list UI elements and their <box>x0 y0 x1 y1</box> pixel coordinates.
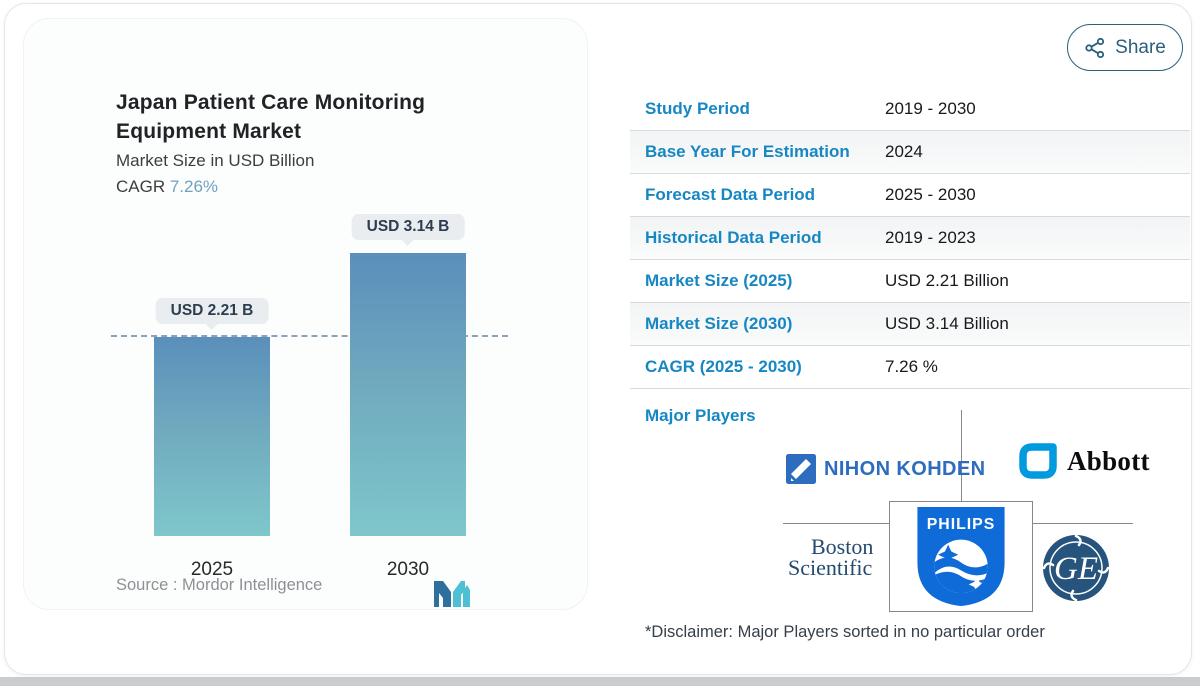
x-axis-label-2030: 2030 <box>386 559 430 580</box>
table-row-historical-period: Historical Data Period 2019 - 2023 <box>630 217 1190 260</box>
table-row-base-year: Base Year For Estimation 2024 <box>630 131 1190 174</box>
row-label: Market Size (2030) <box>645 314 793 333</box>
chart-card: Japan Patient Care Monitoring Equipment … <box>23 18 588 610</box>
chart-title-line2: Equipment Market <box>116 120 302 143</box>
row-value: 2024 <box>885 142 923 161</box>
nihon-kohden-logo: NIHON KOHDEN <box>786 454 985 484</box>
row-label: Study Period <box>645 99 750 118</box>
players-horizontal-divider-right <box>1033 523 1133 524</box>
share-button[interactable]: Share <box>1067 24 1183 71</box>
major-players-disclaimer: *Disclaimer: Major Players sorted in no … <box>645 623 1045 641</box>
share-button-label: Share <box>1115 36 1166 58</box>
philips-shield-icon: PHILIPS <box>917 506 1005 607</box>
page-bottom-strip <box>0 677 1200 686</box>
mordor-intelligence-logo-icon <box>434 581 470 607</box>
players-horizontal-divider-left <box>783 523 889 524</box>
nihon-kohden-wordmark: NIHON KOHDEN <box>824 457 986 480</box>
chart-title-line1: Japan Patient Care Monitoring <box>116 91 426 114</box>
bar-2025 <box>154 337 270 536</box>
abbott-wordmark: Abbott <box>1067 445 1150 476</box>
table-row-market-size-2025: Market Size (2025) USD 2.21 Billion <box>630 260 1190 303</box>
row-label: Historical Data Period <box>645 228 822 247</box>
table-row-cagr: CAGR (2025 - 2030) 7.26 % <box>630 346 1190 389</box>
key-facts-table: Study Period 2019 - 2030 Base Year For E… <box>630 88 1190 389</box>
row-label: Market Size (2025) <box>645 271 793 290</box>
cagr-value: 7.26% <box>169 177 219 196</box>
chart-title: Japan Patient Care Monitoring Equipment … <box>116 88 425 146</box>
report-card: Japan Patient Care Monitoring Equipment … <box>4 3 1192 675</box>
cagr-line: CAGR 7.26% <box>116 177 218 197</box>
table-row-market-size-2030: Market Size (2030) USD 3.14 Billion <box>630 303 1190 346</box>
players-vertical-divider <box>961 410 962 501</box>
row-label: CAGR (2025 - 2030) <box>645 357 802 376</box>
row-label: Base Year For Estimation <box>645 142 850 161</box>
abbott-a-mark-icon <box>1019 443 1057 479</box>
x-axis-label-2025: 2025 <box>190 559 234 580</box>
row-value: 2019 - 2023 <box>885 228 976 247</box>
row-value: 2025 - 2030 <box>885 185 976 204</box>
boston-scientific-line2: Scientific <box>788 555 873 580</box>
share-nodes-icon <box>1085 37 1105 58</box>
svg-text:GE: GE <box>1054 551 1098 587</box>
major-players-heading: Major Players <box>645 406 756 425</box>
nihon-kohden-mark-icon <box>786 454 816 484</box>
ge-logo-icon: GE <box>1042 534 1110 602</box>
reference-dashed-line <box>111 335 508 337</box>
row-value: USD 2.21 Billion <box>885 271 1009 290</box>
bar-2030-value-label: USD 3.14 B <box>351 214 465 240</box>
bar-2025-value-label: USD 2.21 B <box>155 298 269 324</box>
svg-text:PHILIPS: PHILIPS <box>927 516 996 533</box>
bar-2030 <box>350 253 466 536</box>
philips-logo-box: PHILIPS <box>889 501 1033 612</box>
row-value: 2019 - 2030 <box>885 99 976 118</box>
table-row-forecast-period: Forecast Data Period 2025 - 2030 <box>630 174 1190 217</box>
boston-scientific-logo: Boston Scientific <box>788 534 874 580</box>
cagr-label: CAGR <box>116 177 170 196</box>
row-value: 7.26 % <box>885 357 938 376</box>
chart-subtitle: Market Size in USD Billion <box>116 151 315 170</box>
row-value: USD 3.14 Billion <box>885 314 1009 333</box>
abbott-logo: Abbott <box>1016 439 1150 483</box>
row-label: Forecast Data Period <box>645 185 816 204</box>
table-row-study-period: Study Period 2019 - 2030 <box>630 88 1190 131</box>
boston-scientific-line1: Boston <box>811 534 874 559</box>
source-attribution: Source : Mordor Intelligence <box>116 576 323 594</box>
